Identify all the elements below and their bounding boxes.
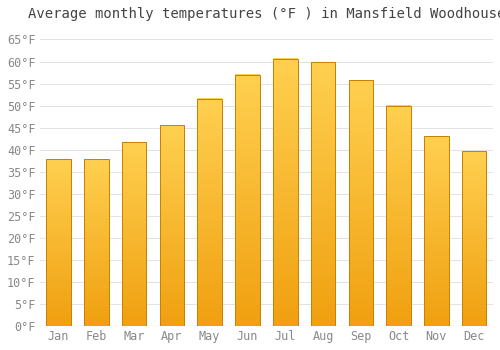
- Title: Average monthly temperatures (°F ) in Mansfield Woodhouse: Average monthly temperatures (°F ) in Ma…: [28, 7, 500, 21]
